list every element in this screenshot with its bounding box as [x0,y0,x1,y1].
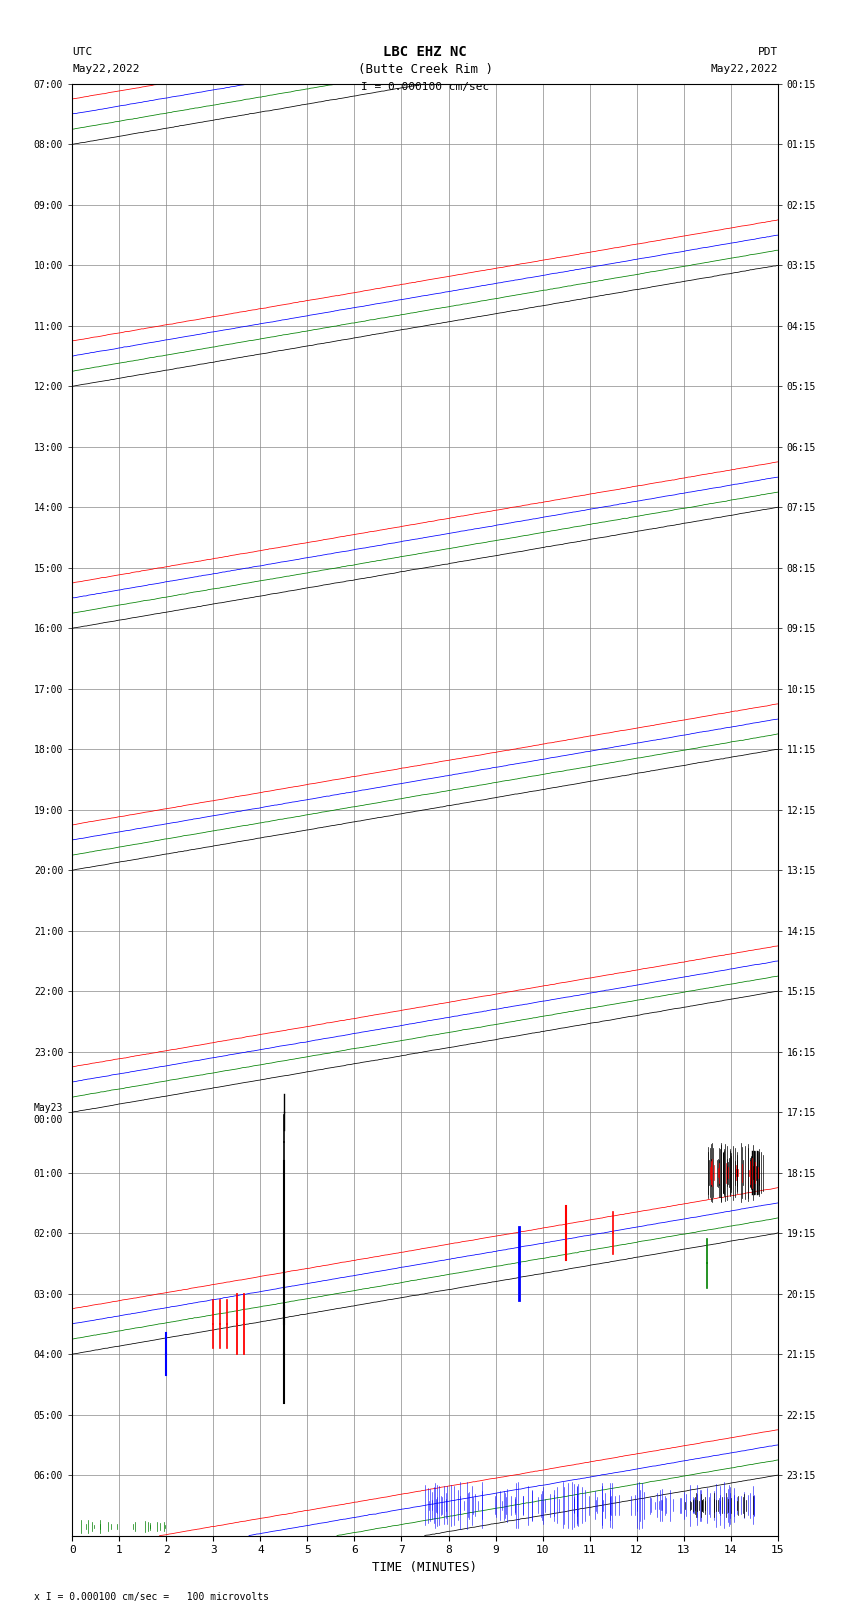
Text: May22,2022: May22,2022 [72,65,139,74]
Text: UTC: UTC [72,47,93,56]
Text: May22,2022: May22,2022 [711,65,778,74]
Text: LBC EHZ NC: LBC EHZ NC [383,45,467,58]
Text: I = 0.000100 cm/sec: I = 0.000100 cm/sec [361,82,489,92]
Text: (Butte Creek Rim ): (Butte Creek Rim ) [358,63,492,76]
Text: x I = 0.000100 cm/sec =   100 microvolts: x I = 0.000100 cm/sec = 100 microvolts [34,1592,269,1602]
Text: PDT: PDT [757,47,778,56]
X-axis label: TIME (MINUTES): TIME (MINUTES) [372,1561,478,1574]
